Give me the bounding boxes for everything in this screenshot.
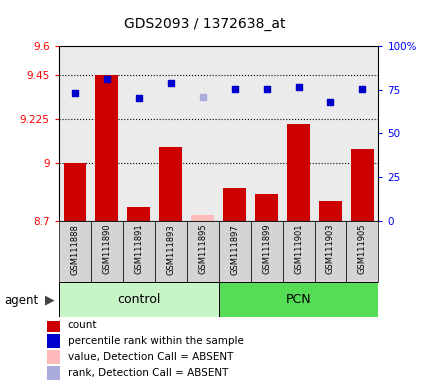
FancyBboxPatch shape [218,282,378,317]
Text: GSM111901: GSM111901 [293,224,302,275]
Text: GSM111893: GSM111893 [166,224,175,275]
FancyBboxPatch shape [59,221,91,282]
Point [103,76,110,82]
Bar [223,188,245,221]
Bar [218,46,250,221]
Bar [319,201,341,221]
Text: percentile rank within the sample: percentile rank within the sample [68,336,243,346]
Bar [122,46,155,221]
FancyBboxPatch shape [122,221,155,282]
Point [263,86,270,92]
Bar [159,147,181,221]
Text: GSM111903: GSM111903 [325,224,334,275]
Bar [191,215,213,221]
Point [326,99,333,106]
FancyBboxPatch shape [91,221,122,282]
Point [358,86,365,92]
Bar [282,46,314,221]
Point [230,86,237,92]
Point [294,84,301,90]
Bar [314,46,345,221]
Bar [155,46,186,221]
Bar [91,46,122,221]
Bar [47,350,60,364]
Text: control: control [117,293,160,306]
Point [167,80,174,86]
Text: GSM111891: GSM111891 [134,224,143,275]
Text: GSM111895: GSM111895 [197,224,207,275]
FancyBboxPatch shape [186,221,218,282]
FancyBboxPatch shape [218,221,250,282]
Point [199,93,206,99]
Bar [351,149,373,221]
Text: GSM111905: GSM111905 [357,224,366,275]
Bar [47,334,60,348]
FancyBboxPatch shape [282,221,314,282]
Text: GDS2093 / 1372638_at: GDS2093 / 1372638_at [123,17,285,31]
FancyBboxPatch shape [250,221,282,282]
Point [135,95,142,101]
Point [71,89,78,96]
FancyBboxPatch shape [346,221,378,282]
FancyBboxPatch shape [59,282,218,317]
Text: value, Detection Call = ABSENT: value, Detection Call = ABSENT [68,352,233,362]
Text: GSM111899: GSM111899 [261,224,270,275]
Bar [63,162,85,221]
Bar [250,46,282,221]
Text: GSM111888: GSM111888 [70,224,79,275]
Text: PCN: PCN [285,293,311,306]
Bar [346,46,378,221]
Bar [59,46,91,221]
Bar [255,194,277,221]
Bar [127,207,149,221]
Text: agent: agent [4,294,39,307]
FancyBboxPatch shape [155,221,186,282]
Bar [47,318,60,332]
Bar [95,75,118,221]
Text: rank, Detection Call = ABSENT: rank, Detection Call = ABSENT [68,367,228,377]
FancyBboxPatch shape [314,221,346,282]
Text: count: count [68,320,97,330]
Bar [186,46,218,221]
Text: ▶: ▶ [45,294,55,307]
Bar [287,124,309,221]
Bar [47,366,60,379]
Text: GSM111897: GSM111897 [230,224,239,275]
Text: GSM111890: GSM111890 [102,224,111,275]
